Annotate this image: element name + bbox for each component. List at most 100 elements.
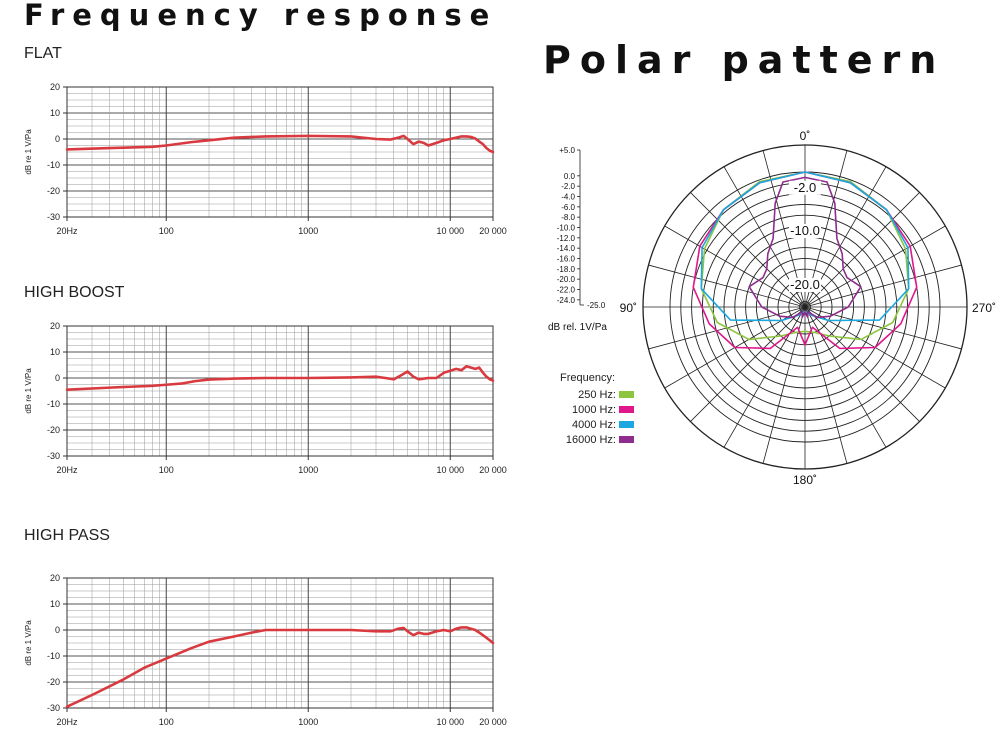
legend-item-4000hz: 4000 Hz: — [548, 417, 634, 432]
y-tick-label: -30 — [47, 451, 60, 461]
scale-tick-label: 0.0 — [564, 172, 576, 181]
y-axis-label: dB re 1 V/Pa — [24, 368, 33, 414]
legend-label: 1000 Hz: — [571, 403, 616, 416]
response-curve — [65, 134, 495, 154]
ring-label-bg — [789, 224, 821, 238]
x-tick-label: 1000 — [298, 717, 318, 727]
ring-label-bg — [789, 278, 821, 292]
scale-tick-label: -10.0 — [557, 224, 576, 233]
legend-title: Frequency: — [560, 372, 616, 384]
x-tick-label: 20 000 — [479, 465, 507, 475]
legend-item-1000hz: 1000 Hz: — [548, 402, 634, 417]
polar-spoke — [804, 264, 962, 308]
legend-swatch — [619, 421, 634, 428]
polar-spoke — [648, 264, 806, 308]
ring-label: -2.0 — [794, 180, 816, 195]
polar-spoke — [804, 306, 848, 464]
scale-tick-label: -6.0 — [561, 203, 575, 212]
legend-swatch — [619, 436, 634, 443]
panel-title-high-boost: HIGH BOOST — [24, 284, 125, 301]
scale-tick-label: -2.0 — [561, 182, 575, 191]
polar-spoke — [664, 225, 806, 308]
y-tick-label: -20 — [47, 677, 60, 687]
x-tick-label: 10 000 — [436, 465, 464, 475]
polar-spoke — [804, 306, 887, 448]
panel-title-flat: FLAT — [24, 45, 62, 62]
scale-tick-label: +5.0 — [559, 146, 575, 155]
y-tick-label: -20 — [47, 186, 60, 196]
response-curve — [65, 365, 495, 391]
x-tick-label: 20Hz — [56, 226, 78, 236]
ring-label-bg — [789, 180, 821, 195]
y-tick-label: 0 — [55, 373, 60, 383]
y-tick-label: -30 — [47, 212, 60, 222]
y-tick-label: 20 — [50, 573, 60, 583]
y-tick-label: 10 — [50, 108, 60, 118]
x-tick-label: 100 — [159, 226, 174, 236]
scale-tick-label: -22.0 — [557, 286, 576, 295]
scale-tick-label: -8.0 — [561, 213, 575, 222]
y-tick-label: -10 — [47, 399, 60, 409]
legend-label: 16000 Hz: — [565, 433, 616, 446]
y-tick-label: 0 — [55, 625, 60, 635]
polar-title: Polar pattern — [543, 38, 946, 82]
legend-swatch — [619, 406, 634, 413]
x-tick-label: 20 000 — [479, 226, 507, 236]
y-tick-label: 20 — [50, 82, 60, 92]
y-tick-label: -30 — [47, 703, 60, 713]
x-tick-label: 20Hz — [56, 465, 78, 475]
polar-legend: Frequency: 250 Hz: 1000 Hz: 4000 Hz: 160… — [548, 372, 634, 447]
scale-tick-label: -14.0 — [557, 244, 576, 253]
legend-item-250hz: 250 Hz: — [548, 387, 634, 402]
x-tick-label: 1000 — [298, 226, 318, 236]
angle-label-90: 90˚ — [620, 301, 637, 315]
scale-tick-label: -12.0 — [557, 234, 576, 243]
angle-label-0: 0˚ — [800, 129, 811, 143]
y-tick-label: 10 — [50, 599, 60, 609]
polar-spoke — [804, 225, 946, 308]
legend-label: 250 Hz: — [578, 388, 616, 401]
legend-swatch — [619, 391, 634, 398]
page-title: Frequency response — [24, 0, 498, 32]
y-axis-label: dB re 1 V/Pa — [24, 129, 33, 175]
y-tick-label: 20 — [50, 321, 60, 331]
x-tick-label: 100 — [159, 465, 174, 475]
legend-item-16000hz: 16000 Hz: — [548, 432, 634, 447]
response-curve — [65, 626, 495, 708]
x-tick-label: 10 000 — [436, 717, 464, 727]
polar-spoke — [690, 306, 806, 422]
scale-tick-label: -16.0 — [557, 255, 576, 264]
polar-curve — [748, 176, 862, 319]
y-axis-label: dB re 1 V/Pa — [24, 620, 33, 666]
y-tick-label: 0 — [55, 134, 60, 144]
polar-pattern-chart: -2.0-10.0-20.00˚90˚180˚270˚+5.00.0-2.0-4… — [548, 129, 996, 487]
y-tick-label: -10 — [47, 160, 60, 170]
y-tick-label: -20 — [47, 425, 60, 435]
scale-tick-label: -25.0 — [587, 301, 606, 310]
polar-curve — [700, 171, 910, 341]
scale-tick-label: -18.0 — [557, 265, 576, 274]
polar-spoke — [723, 306, 806, 448]
polar-spoke — [804, 192, 920, 308]
scale-tick-label: -4.0 — [561, 193, 575, 202]
scale-unit-label: dB rel. 1V/Pa — [548, 322, 607, 333]
x-tick-label: 1000 — [298, 465, 318, 475]
polar-curve — [692, 171, 918, 350]
x-tick-label: 100 — [159, 717, 174, 727]
scale-tick-label: -20.0 — [557, 275, 576, 284]
x-tick-label: 10 000 — [436, 226, 464, 236]
polar-spoke — [804, 306, 920, 422]
ring-label: -10.0 — [790, 223, 820, 238]
y-tick-label: 10 — [50, 347, 60, 357]
legend-label: 4000 Hz: — [571, 418, 616, 431]
angle-label-270: 270˚ — [972, 301, 996, 315]
polar-spoke — [690, 192, 806, 308]
y-tick-label: -10 — [47, 651, 60, 661]
scale-tick-label: -24.0 — [557, 296, 576, 305]
x-tick-label: 20Hz — [56, 717, 78, 727]
angle-label-180: 180˚ — [793, 473, 817, 487]
x-tick-label: 20 000 — [479, 717, 507, 727]
